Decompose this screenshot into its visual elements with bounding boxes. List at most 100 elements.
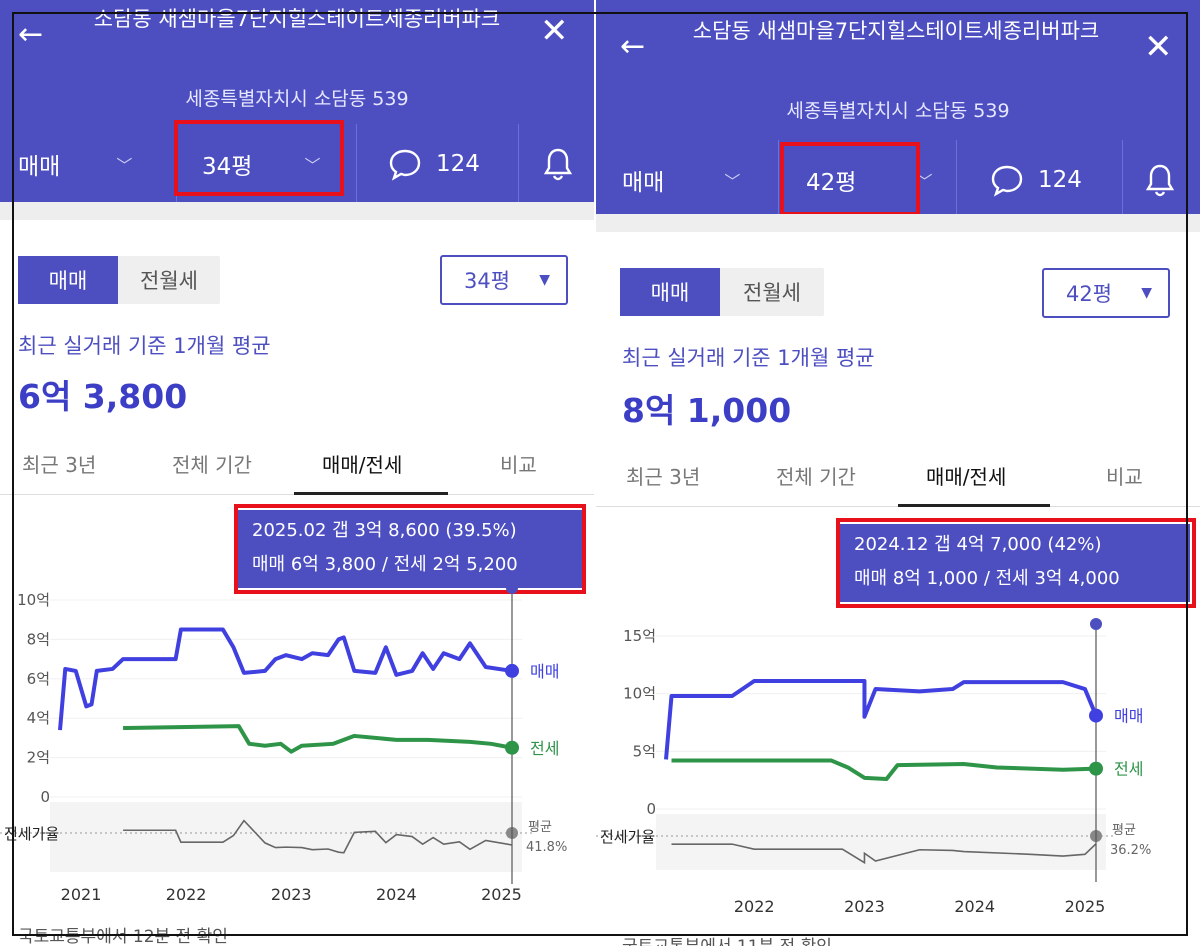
complex-title: 소담동 새샘마을7단지힐스테이트세종리버파크 bbox=[692, 19, 1100, 43]
divider bbox=[518, 124, 519, 204]
toggle-lease[interactable]: 전월세 bbox=[743, 281, 801, 305]
area-dropdown[interactable]: 34평 ﹀ bbox=[202, 124, 320, 204]
area-select-value: 42평 bbox=[1066, 282, 1113, 306]
tab-sale-lease[interactable]: 매매/전세 bbox=[926, 464, 1007, 489]
area-select[interactable]: 34평 ▼ bbox=[440, 255, 568, 305]
y-tick-label: 6억 bbox=[27, 670, 50, 688]
area-label: 34평 bbox=[202, 154, 253, 180]
trade-toggle: 매매 전월세 bbox=[18, 256, 220, 304]
x-tick-label: 2022 bbox=[734, 897, 775, 916]
highlight-box bbox=[234, 504, 586, 594]
chart-tooltip: 2025.02 갭 3억 8,600 (39.5%) 매매 6억 3,800 /… bbox=[238, 510, 582, 588]
chat-bubble-icon bbox=[991, 165, 1023, 197]
sale-series-label: 매매 bbox=[530, 662, 559, 681]
comment-count: 124 bbox=[436, 151, 480, 177]
ratio-label: 전세가율 bbox=[600, 828, 655, 846]
avg-label: 평균 bbox=[1112, 823, 1136, 838]
ratio-series-line bbox=[123, 819, 513, 854]
y-tick-label: 0 bbox=[40, 788, 50, 806]
tooltip-gap-line: 2024.12 갭 4억 7,000 (42%) bbox=[854, 534, 1102, 555]
divider bbox=[778, 140, 779, 220]
x-tick-label: 2023 bbox=[844, 897, 885, 916]
chevron-down-icon: ﹀ bbox=[116, 156, 133, 175]
avg-value: 41.8% bbox=[526, 840, 567, 855]
avg-price: 8억 1,000 bbox=[622, 391, 792, 430]
lease-series-line bbox=[123, 724, 513, 754]
area-dropdown[interactable]: 42평 ﹀ bbox=[806, 140, 932, 220]
chart-tabs: 최근 3년 전체 기간 매매/전세 비교 bbox=[596, 444, 1200, 507]
tab-recent-3y[interactable]: 최근 3년 bbox=[626, 464, 701, 489]
chart-tooltip: 2024.12 갭 4억 7,000 (42%) 매매 8억 1,000 / 전… bbox=[840, 524, 1190, 602]
comments-button[interactable]: 124 bbox=[990, 140, 1082, 220]
data-source-note: 국토교통부에서 11분 전 확인 bbox=[622, 932, 832, 946]
x-tick-label: 2024 bbox=[954, 897, 995, 916]
active-tab-underline bbox=[898, 504, 1050, 507]
section-gap bbox=[596, 214, 1200, 232]
ratio-band bbox=[656, 814, 1106, 870]
avg-subtitle: 최근 실거래 기준 1개월 평균 bbox=[622, 346, 875, 370]
avg-value: 36.2% bbox=[1110, 843, 1151, 858]
address: 세종특별자치시 소담동 539 bbox=[786, 100, 1010, 122]
chart-tabs: 최근 3년 전체 기간 매매/전세 비교 bbox=[0, 432, 594, 495]
tab-recent-3y[interactable]: 최근 3년 bbox=[22, 452, 97, 477]
bell-button[interactable] bbox=[1144, 140, 1176, 220]
tab-compare[interactable]: 비교 bbox=[500, 452, 537, 477]
lease-endpoint bbox=[505, 740, 519, 755]
y-tick-label: 10억 bbox=[17, 591, 50, 609]
y-tick-label: 4억 bbox=[27, 709, 50, 727]
bell-icon bbox=[543, 148, 573, 181]
toggle-sale[interactable]: 매매 bbox=[620, 268, 720, 316]
back-icon[interactable]: ← bbox=[620, 29, 646, 64]
divider bbox=[356, 124, 357, 204]
left-panel: ← 소담동 새샘마을7단지힐스테이트세종리버파크 ✕ 세종특별자치시 소담동 5… bbox=[0, 0, 594, 946]
lease-series-label: 전세 bbox=[530, 739, 559, 758]
y-tick-label: 0 bbox=[646, 800, 656, 818]
tooltip-anchor bbox=[1090, 618, 1102, 630]
trade-type-label: 매매 bbox=[622, 170, 665, 196]
sale-series-line bbox=[58, 627, 513, 731]
y-tick-label: 10억 bbox=[623, 685, 656, 703]
area-label: 42평 bbox=[806, 170, 857, 196]
toggle-sale[interactable]: 매매 bbox=[18, 256, 118, 304]
tab-compare[interactable]: 비교 bbox=[1106, 464, 1143, 489]
caret-down-icon: ▼ bbox=[539, 272, 550, 288]
trade-type-label: 매매 bbox=[18, 154, 61, 180]
x-tick-label: 2021 bbox=[61, 885, 102, 904]
y-tick-label: 15억 bbox=[623, 627, 656, 645]
highlight-box bbox=[836, 518, 1196, 608]
back-icon[interactable]: ← bbox=[18, 17, 44, 52]
sale-series-line bbox=[664, 678, 1098, 760]
area-select[interactable]: 42평 ▼ bbox=[1042, 268, 1170, 318]
x-tick-label: 2024 bbox=[376, 885, 417, 904]
tab-sale-lease[interactable]: 매매/전세 bbox=[322, 452, 403, 477]
x-tick-label: 2022 bbox=[166, 885, 207, 904]
toggle-lease[interactable]: 전월세 bbox=[140, 269, 198, 293]
x-tick-label: 2023 bbox=[271, 885, 312, 904]
chevron-down-icon: ﹀ bbox=[724, 172, 741, 191]
lease-series-label: 전세 bbox=[1114, 760, 1143, 779]
ratio-label: 전세가율 bbox=[4, 825, 59, 843]
header: ← 소담동 새샘마을7단지힐스테이트세종리버파크 ✕ 세종특별자치시 소담동 5… bbox=[0, 0, 594, 204]
nav-row: 매매 ﹀ 34평 ﹀ 124 bbox=[0, 124, 594, 204]
tab-all-period[interactable]: 전체 기간 bbox=[776, 464, 856, 489]
close-icon[interactable]: ✕ bbox=[540, 11, 569, 51]
trade-type-dropdown[interactable]: 매매 ﹀ bbox=[622, 140, 740, 220]
avg-label: 평균 bbox=[528, 820, 552, 835]
trade-toggle: 매매 전월세 bbox=[620, 268, 824, 316]
trade-type-dropdown[interactable]: 매매 ﹀ bbox=[18, 124, 132, 204]
divider bbox=[956, 140, 957, 220]
bell-button[interactable] bbox=[542, 124, 574, 204]
lease-endpoint bbox=[1089, 761, 1103, 776]
comments-button[interactable]: 124 bbox=[388, 124, 480, 204]
sale-endpoint bbox=[505, 663, 519, 678]
chevron-down-icon: ﹀ bbox=[304, 156, 321, 175]
x-tick-label: 2025 bbox=[1065, 897, 1106, 916]
tooltip-price-line: 매매 8억 1,000 / 전세 3억 4,000 bbox=[854, 568, 1120, 589]
close-icon[interactable]: ✕ bbox=[1144, 27, 1173, 67]
header: ← 소담동 새샘마을7단지힐스테이트세종리버파크 ✕ 세종특별자치시 소담동 5… bbox=[596, 0, 1200, 220]
tab-all-period[interactable]: 전체 기간 bbox=[172, 452, 252, 477]
sale-endpoint bbox=[1089, 708, 1103, 723]
sale-series-label: 매매 bbox=[1114, 707, 1143, 726]
x-tick-label: 2025 bbox=[481, 885, 522, 904]
